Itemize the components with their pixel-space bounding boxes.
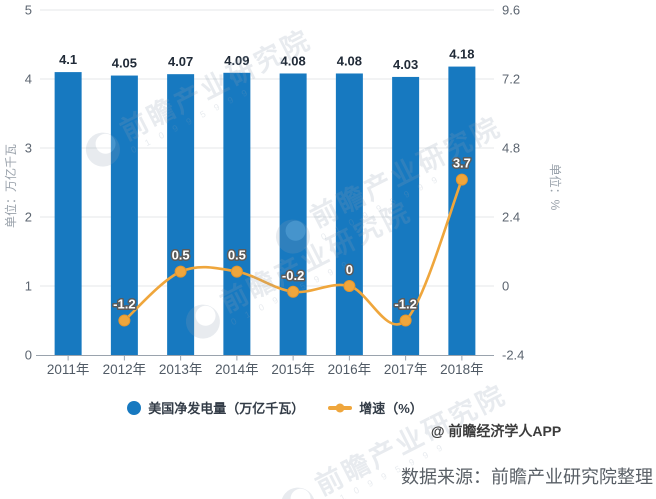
watermark-logo-icon	[275, 481, 321, 499]
bar-value-label: 4.05	[112, 56, 137, 71]
y-tick-label-right: 4.8	[502, 141, 520, 156]
line-point	[455, 173, 468, 186]
y-tick-label-right: -2.4	[502, 348, 524, 363]
bar-value-label: 4.18	[449, 47, 474, 62]
line-value-label: 0.5	[228, 248, 246, 263]
x-tick-label: 2016年	[328, 362, 372, 377]
bar-value-label: 4.03	[393, 57, 418, 72]
legend-label: 增速（%）	[359, 401, 423, 416]
bar-2017年	[392, 76, 420, 356]
bar-2011年	[54, 72, 82, 355]
bar-2013年	[167, 74, 195, 356]
line-point	[343, 280, 356, 292]
bar-value-label: 4.08	[337, 53, 362, 68]
line-value-label: -1.2	[113, 297, 135, 312]
legend-circle-marker-icon	[127, 400, 142, 415]
bar-value-label: 4.07	[168, 54, 193, 69]
y-tick-label-left: 0	[25, 348, 32, 363]
line-value-label: 3.7	[453, 156, 471, 171]
legend-item-growth[interactable]: 增速（%）	[328, 398, 423, 417]
y-tick-label-left: 3	[25, 141, 32, 156]
x-tick-label: 2014年	[215, 362, 259, 377]
line-value-label: -0.2	[282, 268, 304, 283]
bar-2015年	[279, 73, 307, 355]
x-tick-label: 2017年	[384, 362, 428, 377]
legend-item-generation[interactable]: 美国净发电量（万亿千瓦）	[127, 398, 304, 417]
bar-value-label: 4.08	[280, 53, 305, 68]
x-tick-label: 2012年	[103, 362, 147, 377]
y-tick-label-right: 9.6	[502, 3, 520, 18]
legend-label: 美国净发电量（万亿千瓦）	[148, 401, 305, 416]
y-tick-label-left: 2	[25, 210, 32, 225]
brand-annotation: @ 前瞻经济学人APP	[430, 423, 562, 439]
line-value-label: 0.5	[172, 248, 190, 263]
bar-value-label: 4.1	[59, 52, 77, 67]
line-point	[399, 314, 412, 327]
line-value-label: -1.2	[394, 297, 416, 312]
right-axis-title: 单位：%	[548, 164, 563, 211]
y-tick-label-left: 5	[25, 3, 32, 18]
y-tick-label-right: 2.4	[502, 210, 520, 225]
y-tick-label-right: 7.2	[502, 72, 520, 87]
line-point	[230, 265, 243, 278]
y-tick-label-right: 0	[502, 279, 509, 294]
x-tick-label: 2011年	[47, 362, 90, 377]
left-axis-title: 单位：万亿千瓦	[3, 144, 18, 228]
bar-value-label: 4.09	[224, 53, 249, 68]
legend-line-marker-icon	[328, 403, 353, 412]
y-tick-label-left: 4	[25, 72, 32, 87]
y-tick-label-left: 1	[25, 279, 32, 294]
chart-legend: 美国净发电量（万亿千瓦） 增速（%）	[0, 398, 550, 417]
line-point	[287, 285, 300, 298]
line-point	[174, 265, 187, 278]
x-tick-label: 2018年	[440, 362, 484, 377]
line-value-label: 0	[346, 262, 353, 277]
data-source-note: 数据来源：前瞻产业研究院整理	[401, 467, 653, 487]
line-point	[118, 314, 131, 327]
bar-2016年	[335, 73, 363, 355]
x-tick-label: 2013年	[159, 362, 203, 377]
x-tick-label: 2015年	[271, 362, 315, 377]
bar-2012年	[110, 75, 138, 356]
bar-2014年	[223, 72, 251, 355]
bar-2018年	[448, 66, 476, 355]
